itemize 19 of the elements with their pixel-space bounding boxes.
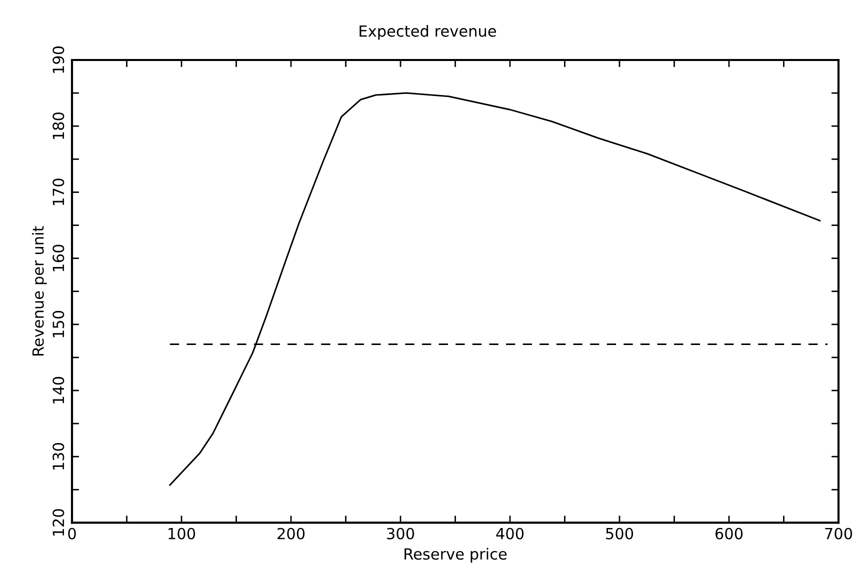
- chart-title: Expected revenue: [360, 25, 496, 40]
- x-tick-label: 0: [68, 528, 76, 540]
- y-tick-label: 130: [52, 443, 64, 470]
- x-tick-label: 400: [496, 528, 524, 540]
- x-tick-label: 300: [387, 528, 414, 540]
- x-tick-label: 200: [278, 528, 305, 540]
- y-axis-title: Revenue per unit: [32, 226, 47, 356]
- y-tick-label: 160: [52, 244, 64, 272]
- y-tick-label: 140: [52, 376, 64, 404]
- y-tick-label: 180: [52, 112, 64, 140]
- x-tick-label: 700: [825, 528, 852, 540]
- y-tick-label: 150: [52, 310, 64, 338]
- x-tick-label: 100: [168, 528, 196, 540]
- x-axis-title: Reserve price: [404, 548, 507, 563]
- y-tick-label: 190: [52, 46, 64, 73]
- y-tick-label: 170: [52, 178, 64, 206]
- x-tick-label: 500: [606, 528, 634, 540]
- x-tick-label: 600: [715, 528, 743, 540]
- y-tick-label: 120: [52, 509, 64, 536]
